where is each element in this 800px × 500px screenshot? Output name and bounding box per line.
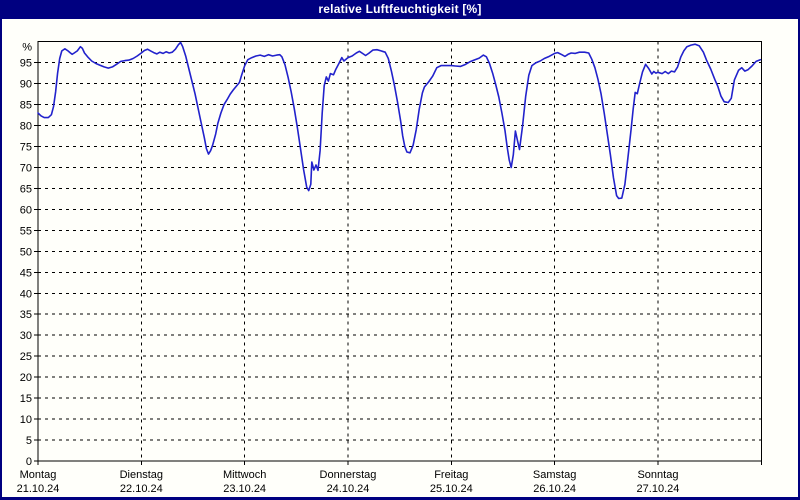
y-tick-label: 75 — [20, 142, 32, 154]
day-date-label: 24.10.24 — [327, 483, 370, 495]
y-tick-label: 95 — [20, 58, 32, 70]
humidity-line — [37, 41, 762, 200]
y-tick-label: 85 — [20, 100, 32, 112]
day-name-label: Samstag — [533, 469, 576, 481]
y-tick-label: 30 — [20, 330, 32, 342]
day-name-label: Montag — [20, 469, 57, 481]
day-name-label: Mittwoch — [223, 469, 266, 481]
y-tick-label: 55 — [20, 225, 32, 237]
day-date-label: 27.10.24 — [637, 483, 680, 495]
day-name-label: Sonntag — [637, 469, 678, 481]
plot-frame — [37, 41, 762, 462]
day-name-label: Dienstag — [120, 469, 163, 481]
y-tick-label: 65 — [20, 183, 32, 195]
y-tick-label: 80 — [20, 121, 32, 133]
y-tick-label: 25 — [20, 351, 32, 363]
y-tick-label: 0 — [26, 456, 32, 468]
day-date-label: 26.10.24 — [533, 483, 576, 495]
day-date-label: 21.10.24 — [17, 483, 60, 495]
day-name-label: Donnerstag — [320, 469, 377, 481]
y-tick-label: 50 — [20, 246, 32, 258]
y-tick-label: 10 — [20, 414, 32, 426]
y-tick-label: 20 — [20, 372, 32, 384]
day-date-label: 25.10.24 — [430, 483, 473, 495]
y-tick-label: 45 — [20, 267, 32, 279]
day-date-label: 22.10.24 — [120, 483, 163, 495]
y-tick-label: 70 — [20, 162, 32, 174]
chart-background — [2, 19, 798, 497]
y-axis-unit-label: % — [22, 42, 32, 54]
chart-title: relative Luftfeuchtigkeit [%] — [318, 2, 482, 16]
y-tick-label: 35 — [20, 309, 32, 321]
day-date-label: 23.10.24 — [223, 483, 266, 495]
y-tick-label: 40 — [20, 288, 32, 300]
day-name-label: Freitag — [434, 469, 468, 481]
y-tick-label: 60 — [20, 204, 32, 216]
y-tick-label: 5 — [26, 435, 32, 447]
title-bar: relative Luftfeuchtigkeit [%] — [0, 0, 800, 19]
y-tick-label: 15 — [20, 393, 32, 405]
y-tick-label: 90 — [20, 79, 32, 91]
